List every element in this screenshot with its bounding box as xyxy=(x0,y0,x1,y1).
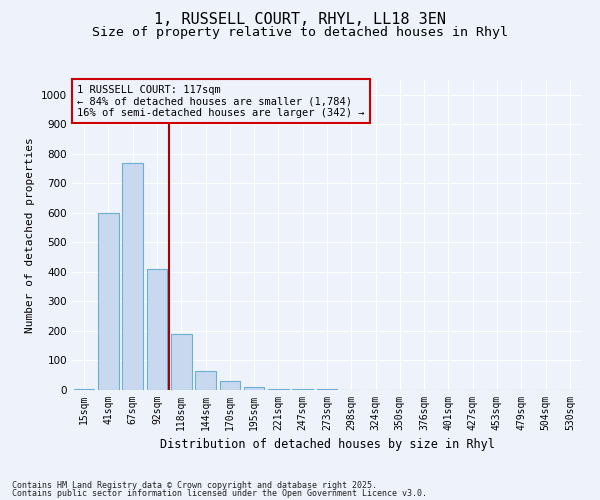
Text: Contains HM Land Registry data © Crown copyright and database right 2025.: Contains HM Land Registry data © Crown c… xyxy=(12,480,377,490)
Bar xyxy=(292,388,313,390)
Bar xyxy=(244,387,265,390)
Bar xyxy=(171,334,191,390)
Bar xyxy=(122,162,143,390)
X-axis label: Distribution of detached houses by size in Rhyl: Distribution of detached houses by size … xyxy=(160,438,494,452)
Y-axis label: Number of detached properties: Number of detached properties xyxy=(25,137,35,333)
Bar xyxy=(195,371,216,390)
Bar xyxy=(220,381,240,390)
Text: Size of property relative to detached houses in Rhyl: Size of property relative to detached ho… xyxy=(92,26,508,39)
Bar xyxy=(74,388,94,390)
Bar xyxy=(98,213,119,390)
Text: 1, RUSSELL COURT, RHYL, LL18 3EN: 1, RUSSELL COURT, RHYL, LL18 3EN xyxy=(154,12,446,28)
Text: Contains public sector information licensed under the Open Government Licence v3: Contains public sector information licen… xyxy=(12,489,427,498)
Bar xyxy=(268,388,289,390)
Bar xyxy=(146,269,167,390)
Text: 1 RUSSELL COURT: 117sqm
← 84% of detached houses are smaller (1,784)
16% of semi: 1 RUSSELL COURT: 117sqm ← 84% of detache… xyxy=(77,84,365,118)
